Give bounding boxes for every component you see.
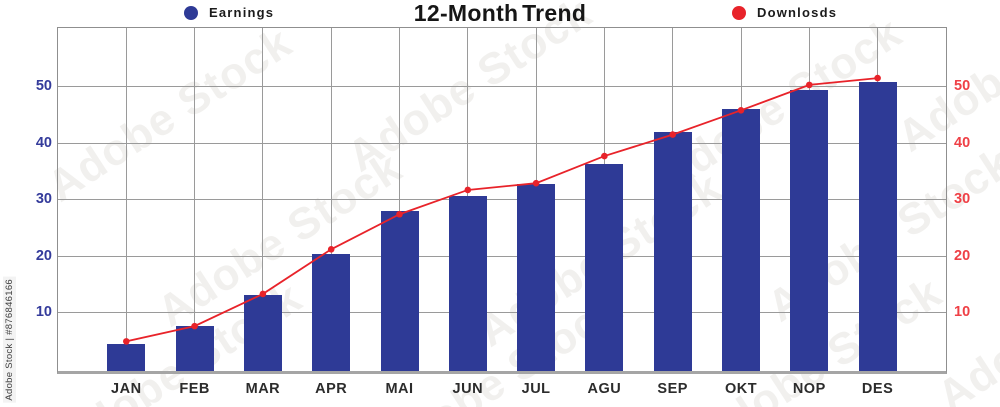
trend-point (191, 322, 198, 330)
month-label: JUN (452, 381, 484, 397)
legend-earnings-label: Earnings (209, 5, 275, 20)
month-label: DES (861, 381, 894, 397)
earnings-bar (517, 183, 556, 371)
hgrid-line (58, 255, 946, 257)
trend-line-svg (123, 74, 881, 345)
hgrid-line (58, 312, 946, 313)
vgrid-line (194, 28, 196, 371)
ytick-left: 40 (35, 134, 52, 151)
ytick-right: 40 (954, 134, 971, 151)
vgrid-line (399, 28, 400, 371)
ytick-right: 20 (954, 247, 971, 264)
earnings-bar (380, 210, 419, 371)
earnings-bar (585, 163, 624, 371)
watermark-id: Adobe Stock | #876846166 (3, 277, 16, 403)
legend-downloads-label: Downlosds (757, 5, 838, 20)
month-label: FEB (179, 381, 210, 397)
earnings-bar (448, 195, 487, 371)
vgrid-line (125, 28, 127, 371)
ytick-right: 50 (954, 78, 971, 94)
ytick-left: 10 (35, 304, 52, 320)
month-label: NOP (792, 381, 826, 397)
vgrid-line (262, 28, 264, 371)
legend-downloads: Downlosds (732, 5, 837, 20)
trend-point (464, 186, 472, 194)
trend-point (327, 245, 335, 253)
month-label: JAN (111, 381, 142, 397)
vgrid-line (330, 28, 332, 371)
month-label: APR (315, 381, 348, 397)
earnings-bar (107, 343, 146, 371)
earnings-bar (858, 82, 897, 371)
trend-point (737, 106, 745, 114)
month-label: AGU (587, 381, 622, 397)
earnings-dot-icon (184, 5, 198, 20)
ytick-right: 30 (954, 191, 971, 207)
trend-point (532, 179, 540, 187)
ytick-right: 10 (954, 304, 971, 320)
trend-point (874, 74, 881, 82)
trend-line (126, 77, 878, 343)
month-label: OKT (724, 381, 758, 397)
month-label: JUL (521, 381, 551, 397)
earnings-bar (243, 295, 282, 371)
trend-point (259, 290, 267, 298)
ytick-left: 30 (35, 191, 52, 207)
earnings-bar (653, 131, 692, 371)
hgrid-line (58, 142, 946, 144)
trend-point (123, 338, 130, 345)
month-label: SEP (657, 381, 688, 397)
ytick-left: 20 (35, 247, 52, 264)
trend-point (396, 210, 403, 218)
plot-area: 10 10 20 20 30 30 40 40 50 50 JAN FEB MAR APR MAI JUN JU… (36, 27, 970, 397)
trend-point (806, 81, 813, 89)
trend-point (669, 131, 676, 138)
ytick-left: 50 (35, 78, 52, 94)
chart-title: 12-Month Trend (413, 0, 587, 26)
trend-point (601, 152, 608, 160)
earnings-bar (790, 89, 829, 371)
month-label: MAI (385, 381, 414, 397)
hgrid-line (58, 86, 946, 87)
downloads-dot-icon (732, 5, 746, 20)
month-label: MAR (245, 381, 281, 397)
hgrid-line (58, 199, 946, 200)
earnings-bar (312, 253, 351, 371)
legend-earnings: Earnings (184, 5, 274, 20)
earnings-bar (722, 109, 760, 371)
earnings-bar (175, 325, 214, 371)
